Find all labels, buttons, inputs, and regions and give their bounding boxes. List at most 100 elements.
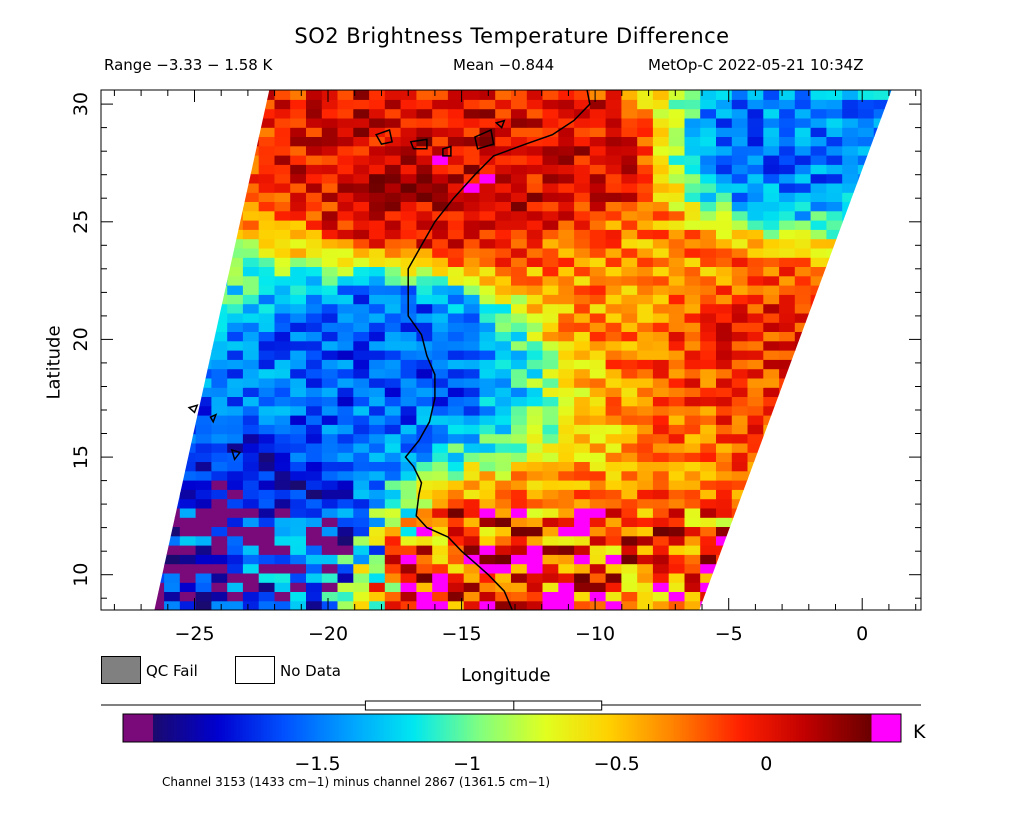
heatmap-cell: [810, 238, 827, 249]
heatmap-cell: [652, 442, 670, 453]
heatmap-cell: [716, 312, 733, 323]
heatmap-cell: [731, 424, 749, 435]
heatmap-cell: [716, 136, 733, 147]
heatmap-cell: [306, 405, 323, 416]
heatmap-cell: [763, 303, 780, 314]
heatmap-cell: [684, 127, 701, 137]
heatmap-cell: [274, 99, 291, 110]
heatmap-cell: [479, 582, 496, 592]
heatmap-cell: [511, 405, 528, 416]
heatmap-cell: [321, 405, 339, 416]
heatmap-cell: [747, 415, 764, 425]
heatmap-cell: [794, 127, 812, 137]
heatmap-cell: [779, 155, 796, 165]
heatmap-cell: [684, 591, 701, 602]
heatmap-cell: [306, 359, 323, 370]
colorbar-segment: [616, 714, 621, 742]
heatmap-cell: [337, 433, 354, 444]
heatmap-cell: [621, 173, 638, 184]
heatmap-cell: [432, 368, 449, 379]
colorbar-segment: [514, 714, 519, 742]
heatmap-cell: [463, 220, 481, 230]
heatmap-cell: [542, 350, 559, 360]
heatmap-cell: [447, 312, 465, 323]
heatmap-cell: [306, 303, 323, 314]
heatmap-cell: [384, 582, 402, 592]
heatmap-cell: [337, 591, 354, 602]
heatmap-cell: [274, 591, 291, 602]
heatmap-cell: [731, 117, 749, 128]
heatmap-cell: [589, 507, 607, 518]
heatmap-cell: [526, 312, 544, 323]
heatmap-cell: [479, 164, 496, 175]
colorbar-segment: [529, 714, 534, 742]
heatmap-cell: [416, 173, 433, 184]
heatmap-cell: [763, 127, 780, 137]
colorbar-segment: [221, 714, 226, 742]
heatmap-cell: [154, 600, 165, 610]
heatmap-cell: [369, 331, 386, 342]
heatmap-cell: [731, 359, 749, 370]
island-outline: [442, 145, 452, 157]
heatmap-cell: [337, 545, 354, 555]
range-label: Range −3.33 − 1.58 K: [104, 56, 273, 74]
heatmap-cell: [337, 572, 354, 583]
heatmap-cell: [432, 424, 449, 435]
heatmap-cell: [526, 535, 544, 546]
heatmap-cell: [463, 229, 481, 240]
heatmap-cell: [574, 257, 591, 267]
heatmap-cell: [432, 136, 449, 147]
heatmap-cell: [794, 90, 812, 100]
heatmap-cell: [637, 220, 654, 230]
heatmap-cell: [321, 424, 339, 435]
heatmap-cell: [369, 535, 386, 546]
heatmap-cell: [306, 210, 323, 221]
heatmap-cell: [511, 424, 528, 435]
heatmap-cell: [684, 424, 701, 435]
colorbar-segment: [868, 714, 872, 742]
heatmap-cell: [211, 480, 228, 490]
heatmap-cell: [621, 220, 638, 230]
heatmap-cell: [195, 415, 212, 425]
heatmap-cell: [731, 257, 749, 267]
heatmap-cell: [668, 415, 686, 425]
heatmap-cell: [306, 350, 323, 360]
colorbar-segment: [583, 714, 588, 742]
heatmap-cell: [668, 424, 686, 435]
heatmap-cell: [384, 229, 402, 240]
heatmap-cell: [306, 535, 323, 546]
heatmap-cell: [794, 192, 812, 202]
heatmap-cell: [637, 507, 654, 518]
heatmap-cell: [526, 359, 544, 370]
heatmap-cell: [227, 489, 244, 500]
heatmap-cell: [605, 545, 622, 555]
heatmap-cell: [574, 591, 591, 602]
heatmap-cell: [447, 498, 465, 509]
heatmap-cell: [479, 461, 496, 472]
heatmap-cell: [716, 145, 733, 156]
heatmap-cell: [511, 238, 528, 249]
heatmap-cell: [495, 405, 512, 416]
heatmap-cell: [290, 182, 307, 193]
heatmap-cell: [668, 238, 686, 249]
heatmap-cell: [558, 303, 575, 314]
heatmap-cell: [306, 229, 323, 240]
colorbar-segment: [245, 714, 250, 742]
heatmap-cell: [700, 405, 717, 416]
heatmap-cell: [432, 266, 449, 277]
heatmap-cell: [731, 275, 749, 286]
heatmap-cell: [353, 507, 370, 518]
heatmap-cell: [353, 582, 370, 592]
heatmap-cell: [242, 387, 260, 397]
heatmap-cell: [810, 275, 827, 286]
heatmap-cell: [400, 368, 417, 379]
colorbar-segment: [685, 714, 690, 742]
heatmap-cell: [668, 489, 686, 500]
heatmap-cell: [353, 322, 370, 332]
heatmap-cell: [416, 461, 433, 472]
heatmap-cell: [716, 387, 733, 397]
heatmap-cell: [321, 266, 339, 277]
heatmap-cell: [574, 117, 591, 128]
heatmap-cell: [227, 600, 244, 610]
heatmap-cell: [700, 572, 717, 583]
